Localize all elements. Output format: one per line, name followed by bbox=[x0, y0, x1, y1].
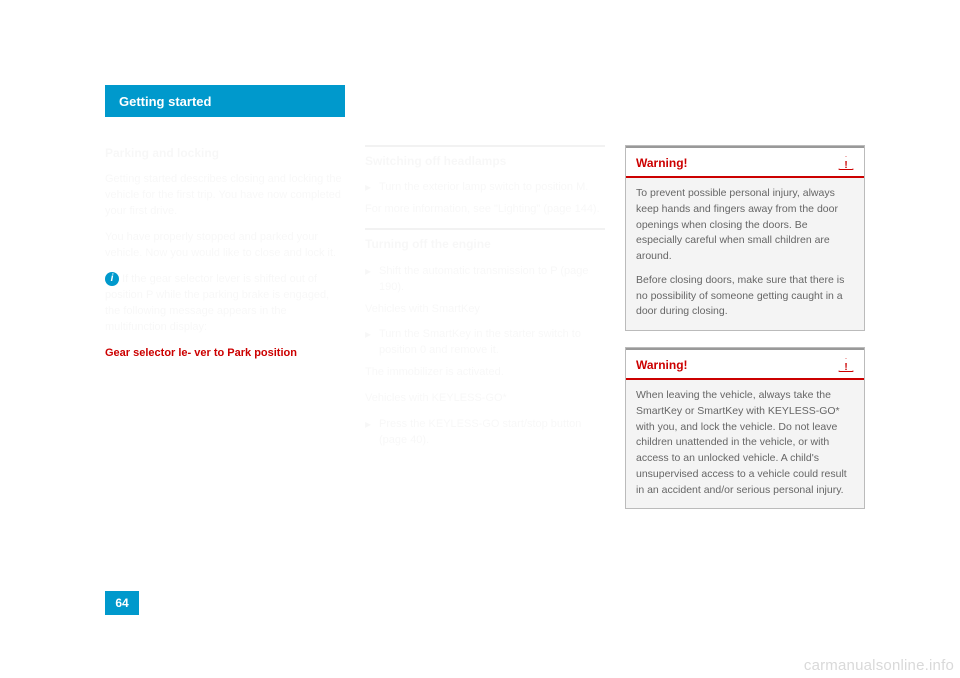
warning-body: When leaving the vehicle, always take th… bbox=[626, 380, 864, 508]
warning-label: Warning! bbox=[636, 356, 688, 374]
content-columns: Parking and locking Getting started desc… bbox=[105, 145, 865, 525]
section-header: Getting started bbox=[105, 85, 345, 117]
col2-list1: Turn the exterior lamp switch to positio… bbox=[365, 180, 605, 196]
page-number: 64 bbox=[115, 596, 128, 610]
warning-box-2: Warning! When leaving the vehicle, alway… bbox=[625, 347, 865, 509]
sub-heading: Vehicles with KEYLESS-GO* bbox=[365, 391, 605, 407]
section-title: Getting started bbox=[119, 94, 211, 109]
warning-text: To prevent possible personal injury, alw… bbox=[636, 186, 854, 265]
warning-triangle-icon bbox=[838, 358, 854, 372]
warning-triangle-icon bbox=[838, 156, 854, 170]
warning-text: Before closing doors, make sure that the… bbox=[636, 273, 854, 320]
col1-heading: Parking and locking bbox=[105, 145, 345, 162]
col2-list2: Shift the automatic transmission to P (p… bbox=[365, 264, 605, 296]
column-2: Switching off headlamps Turn the exterio… bbox=[365, 145, 605, 525]
col2-section2: Turning off the engine bbox=[365, 228, 605, 253]
list-item: Press the KEYLESS-GO start/stop button (… bbox=[379, 417, 605, 449]
watermark-text: carmanualsonline.info bbox=[804, 657, 954, 674]
col1-p2: You have properly stopped and parked you… bbox=[105, 230, 345, 262]
list-item: Shift the automatic transmission to P (p… bbox=[379, 264, 605, 296]
result-text: The immobilizer is activated. bbox=[365, 365, 605, 381]
col2-section1: Switching off headlamps bbox=[365, 145, 605, 170]
warning-inline: Gear selector le- ver to Park position bbox=[105, 346, 345, 362]
column-3: Warning! To prevent possible personal in… bbox=[625, 145, 865, 525]
col2-list3: Turn the SmartKey in the starter switch … bbox=[365, 327, 605, 359]
col2-note: For more information, see "Lighting" (pa… bbox=[365, 202, 605, 218]
info-text: If the gear selector lever is shifted ou… bbox=[105, 273, 329, 333]
warning-header: Warning! bbox=[626, 146, 864, 178]
warning-body: To prevent possible personal injury, alw… bbox=[626, 178, 864, 330]
warning-text: When leaving the vehicle, always take th… bbox=[636, 388, 854, 498]
sub-heading: Vehicles with SmartKey bbox=[365, 302, 605, 318]
list-item: Turn the exterior lamp switch to positio… bbox=[379, 180, 605, 196]
info-paragraph: i If the gear selector lever is shifted … bbox=[105, 272, 345, 336]
col2-list4: Press the KEYLESS-GO start/stop button (… bbox=[365, 417, 605, 449]
page-number-badge: 64 bbox=[105, 591, 139, 615]
page-content: Getting started Parking and locking Gett… bbox=[105, 85, 865, 615]
warning-label: Warning! bbox=[636, 154, 688, 172]
column-1: Parking and locking Getting started desc… bbox=[105, 145, 345, 525]
warning-header: Warning! bbox=[626, 348, 864, 380]
red-warning-text: Gear selector le- ver to Park position bbox=[105, 347, 297, 359]
warning-box-1: Warning! To prevent possible personal in… bbox=[625, 145, 865, 331]
col1-p1: Getting started describes closing and lo… bbox=[105, 172, 345, 220]
list-item: Turn the SmartKey in the starter switch … bbox=[379, 327, 605, 359]
info-icon: i bbox=[105, 272, 119, 286]
